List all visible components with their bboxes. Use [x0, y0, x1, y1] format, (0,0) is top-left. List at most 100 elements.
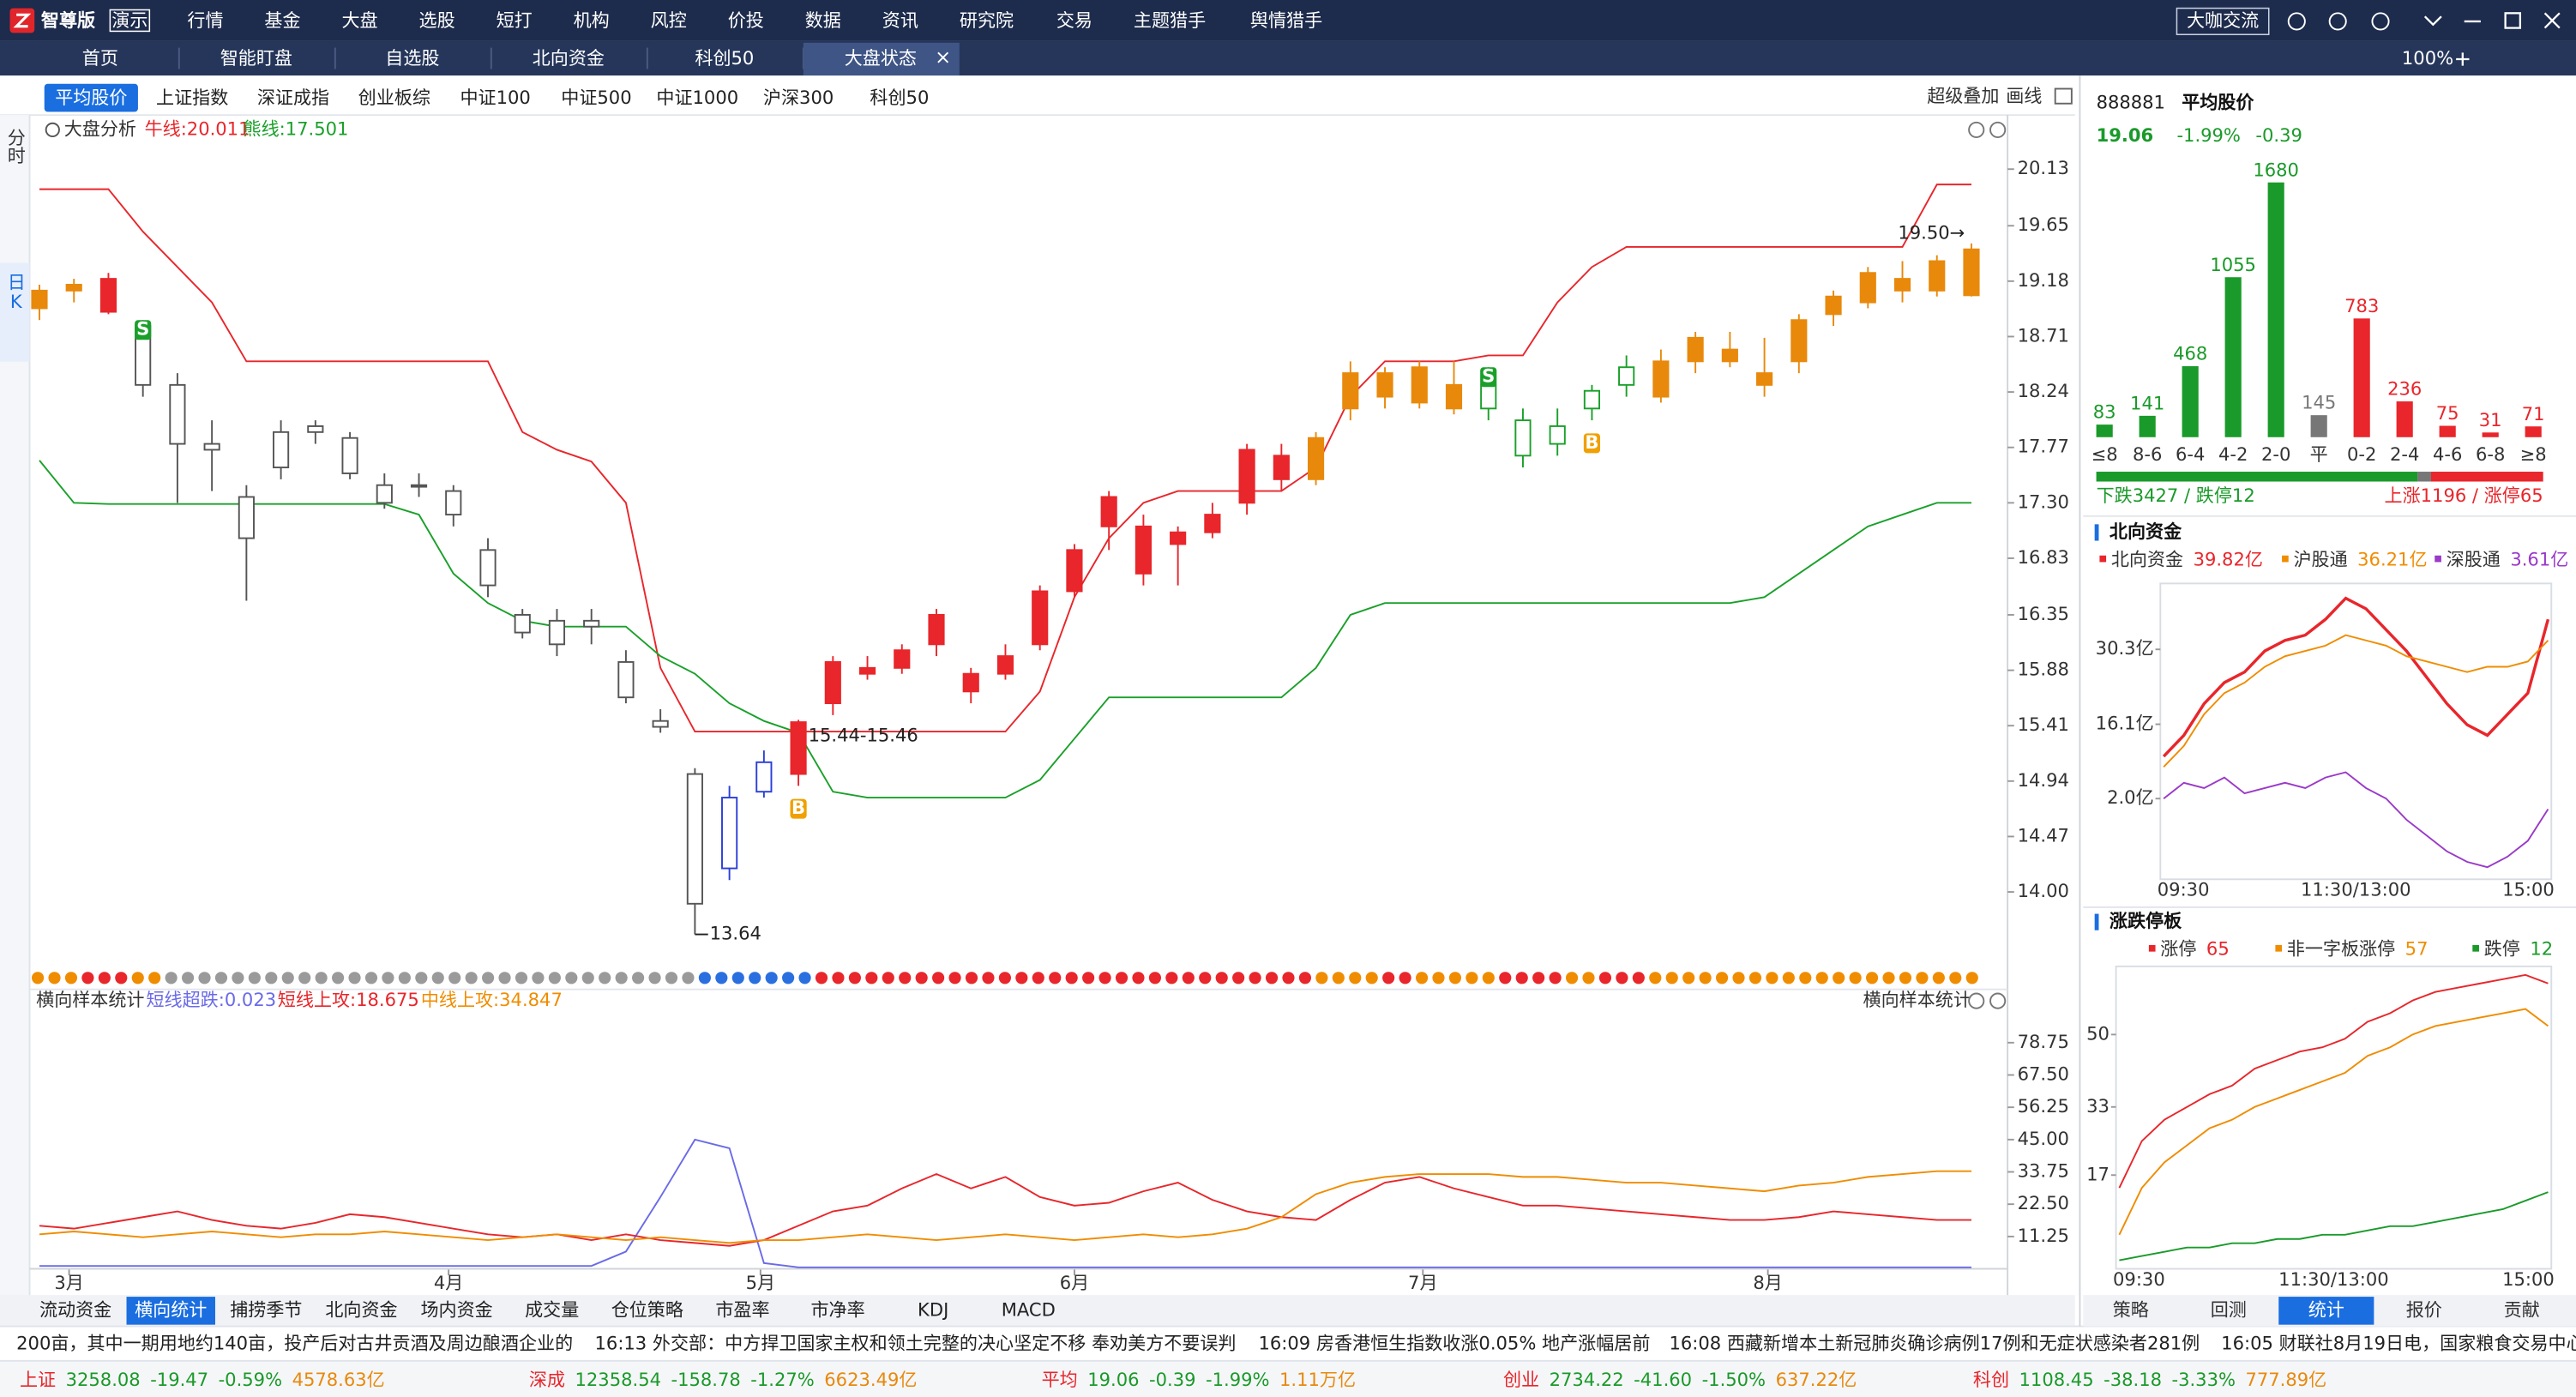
menu-item[interactable]: 舆情猎手	[1250, 9, 1322, 31]
grid-icon[interactable]	[2054, 87, 2073, 105]
minimize-icon[interactable]	[2423, 15, 2481, 27]
menu-item[interactable]: 选股	[419, 9, 455, 31]
menu-item[interactable]: 主题猎手	[1134, 9, 1206, 31]
chart-option-icon[interactable]	[1989, 992, 2007, 1009]
news-item[interactable]: 16:08 西藏新增本土新冠肺炎确诊病例17例和无症状感染者281例	[1669, 1333, 2200, 1354]
chart-option-icon[interactable]	[1968, 121, 1985, 138]
index-button[interactable]: 中证1000	[656, 87, 738, 108]
right-tab[interactable]: 回测	[2211, 1298, 2247, 1320]
distribution-bar	[2182, 366, 2199, 437]
signal-dot	[298, 972, 311, 985]
right-tab[interactable]: 报价	[2406, 1298, 2442, 1320]
menu-item[interactable]: 资讯	[882, 9, 918, 31]
y-tick-label: 2.0亿	[2107, 786, 2154, 808]
right-tab[interactable]: 贡献	[2504, 1298, 2540, 1320]
y-tick-label: 78.75	[2018, 1031, 2069, 1052]
index-button[interactable]: 中证500	[561, 87, 631, 108]
close-icon[interactable]	[2543, 12, 2561, 29]
signal-dot	[715, 972, 728, 985]
menu-item[interactable]: 交易	[1056, 9, 1092, 31]
bottom-tab[interactable]: 成交量	[525, 1298, 579, 1320]
candle-body	[31, 289, 48, 310]
tab[interactable]: 北向资金	[533, 47, 605, 69]
index-bar	[0, 75, 2576, 116]
y-tick-label: 18.71	[2018, 324, 2069, 346]
status-pct: -1.27%	[750, 1369, 815, 1390]
menu-item[interactable]: 价投	[728, 9, 764, 31]
side-tab[interactable]: 分时	[5, 128, 27, 165]
status-item: 创业 2734.22 -41.60 -1.50% 637.22亿	[1503, 1369, 1857, 1390]
tab-close[interactable]	[937, 51, 949, 63]
index-button[interactable]: 中证100	[460, 87, 530, 108]
index-button[interactable]: 科创50	[870, 87, 929, 108]
menu-item[interactable]: 机构	[574, 9, 610, 31]
toolbar-icon[interactable]	[2328, 12, 2347, 31]
maximize-icon[interactable]	[2504, 12, 2522, 29]
tool-button[interactable]: 超级叠加	[1927, 85, 1999, 106]
bottom-tab[interactable]: KDJ	[918, 1298, 948, 1320]
chart-option-icon[interactable]	[1968, 992, 1985, 1009]
menu-item[interactable]: 数据	[805, 9, 841, 31]
signal-dot	[982, 972, 995, 985]
bottom-tab[interactable]: MACD	[1002, 1298, 1056, 1320]
bottom-tab[interactable]: 北向资金	[325, 1298, 397, 1320]
tab[interactable]: 科创50	[695, 47, 754, 69]
index-button[interactable]: 深证成指	[257, 87, 329, 108]
bottom-tab[interactable]: 横向统计	[135, 1298, 207, 1320]
menu-item[interactable]: 短打	[497, 9, 533, 31]
news-item[interactable]: 200亩，其中一期用地约140亩，投产后对古井贡酒及周边酿酒企业的	[16, 1333, 573, 1354]
menu-item[interactable]: 大盘	[341, 9, 377, 31]
index-button[interactable]: 创业板综	[358, 87, 430, 108]
signal-dot	[998, 972, 1011, 985]
menu-item[interactable]: 研究院	[960, 9, 1014, 31]
signal-dot	[1065, 972, 1078, 985]
news-item[interactable]: 16:05 财联社8月19日电，国家粮食交易中心	[2221, 1333, 2576, 1354]
right-tab[interactable]: 统计	[2308, 1298, 2344, 1320]
signal-dot	[682, 972, 695, 985]
legend-value: 36.21亿	[2357, 549, 2427, 570]
bottom-tab[interactable]: 市净率	[810, 1298, 864, 1320]
tool-button[interactable]: 画线	[2006, 85, 2042, 106]
menu-item[interactable]: 风控	[651, 9, 687, 31]
right-tab[interactable]: 策略	[2113, 1298, 2149, 1320]
rise-rise-label: 上涨	[2385, 485, 2421, 506]
stock-pct: -1.99%	[2176, 124, 2241, 146]
status-change: -158.78	[671, 1369, 740, 1390]
index-button[interactable]: 上证指数	[156, 87, 228, 108]
candle-body	[341, 437, 358, 474]
toolbar-icon[interactable]	[2371, 12, 2390, 31]
signal-dot	[448, 972, 461, 985]
bottom-tab[interactable]: 仓位策略	[611, 1298, 683, 1320]
community-button[interactable]: 大咖交流	[2187, 9, 2259, 31]
menu-item[interactable]: 行情	[187, 9, 223, 31]
bottom-tab[interactable]: 市盈率	[715, 1298, 769, 1320]
index-button[interactable]: 沪深300	[763, 87, 834, 108]
menu-icon[interactable]	[45, 122, 60, 138]
legend-name: 非一字板涨停	[2287, 938, 2395, 960]
bottom-tab[interactable]: 场内资金	[420, 1298, 492, 1320]
badge-box	[109, 9, 151, 33]
menu-item[interactable]: 基金	[264, 9, 300, 31]
zoom-icons[interactable]	[2456, 52, 2470, 66]
tab[interactable]: 自选股	[385, 47, 439, 69]
bottom-tab[interactable]: 捕捞季节	[230, 1298, 302, 1320]
signal-badge	[135, 320, 152, 340]
distribution-category: ≥8	[2520, 443, 2547, 465]
tab[interactable]: 大盘状态	[845, 47, 917, 69]
signal-dot	[1032, 972, 1044, 985]
index-button[interactable]: 平均股价	[55, 87, 127, 108]
bottom-tab[interactable]: 流动资金	[39, 1298, 111, 1320]
y-tick-label: 11.25	[2018, 1225, 2069, 1246]
news-item[interactable]: 16:09 房香港恒生指数收涨0.05% 地产涨幅居前	[1259, 1333, 1651, 1354]
news-item[interactable]: 16:13 外交部：中方捍卫国家主权和领土完整的决心坚定不移 奉劝美方不要误判	[595, 1333, 1237, 1354]
tab[interactable]: 首页	[82, 47, 118, 69]
rise-summary: 上涨1196 / 涨停65	[2385, 485, 2543, 506]
chart-option-icon[interactable]	[1989, 121, 2007, 138]
status-price: 12358.54	[575, 1369, 661, 1390]
status-price: 3258.08	[66, 1369, 141, 1390]
tab[interactable]: 智能盯盘	[220, 47, 292, 69]
toolbar-icon[interactable]	[2287, 12, 2306, 31]
status-price: 1108.45	[2019, 1369, 2094, 1390]
side-tab[interactable]: 日K	[5, 273, 27, 312]
